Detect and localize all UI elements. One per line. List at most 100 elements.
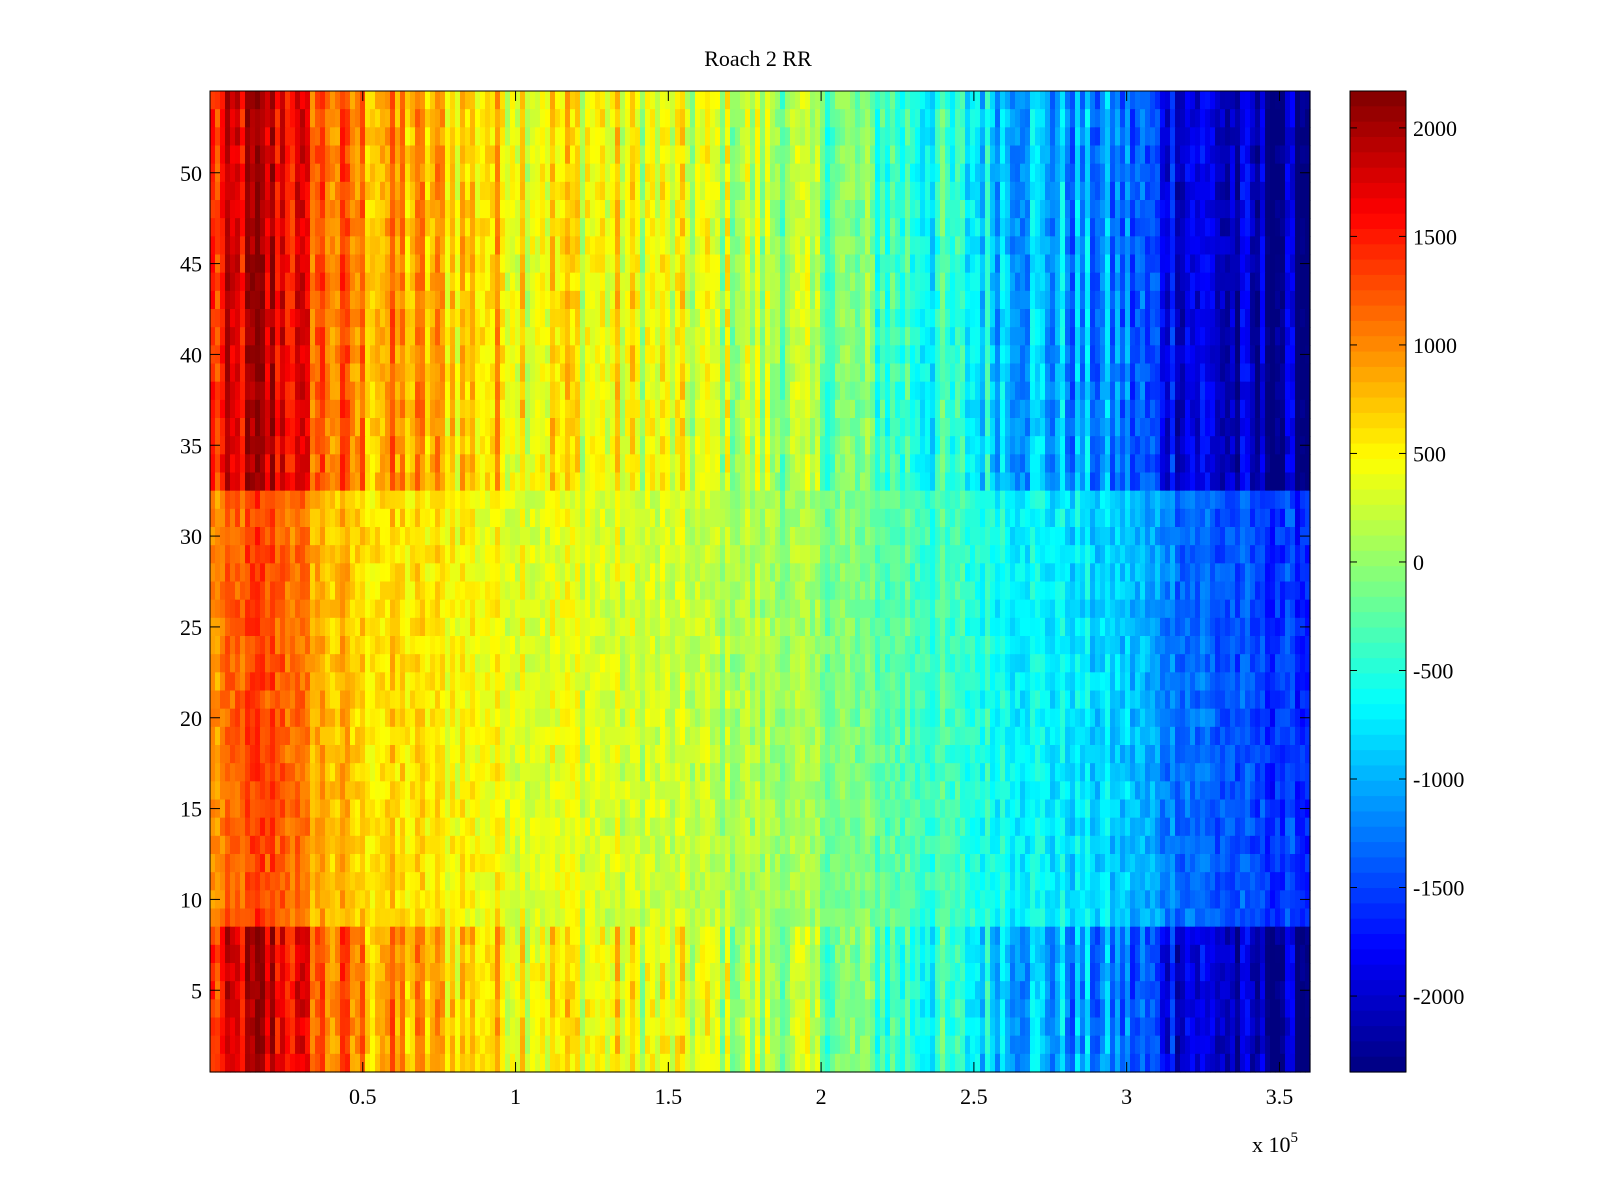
heatmap-cell [960, 490, 966, 510]
heatmap-cell [575, 218, 581, 237]
heatmap-cell [425, 345, 431, 365]
heatmap-cell [445, 472, 451, 492]
heatmap-cell [300, 472, 306, 492]
heatmap-cell [1190, 91, 1196, 110]
heatmap-cell [210, 145, 216, 165]
heatmap-cell [600, 454, 606, 474]
heatmap-cell [695, 272, 701, 292]
heatmap-cell [820, 345, 826, 365]
heatmap-cell [645, 363, 651, 383]
heatmap-cell [770, 490, 776, 510]
heatmap-cell [665, 363, 671, 383]
heatmap-cell [405, 181, 411, 201]
heatmap-cell [845, 363, 851, 383]
heatmap-cell [1145, 363, 1151, 383]
heatmap-cell [1135, 472, 1141, 492]
heatmap-cell [1005, 399, 1011, 419]
heatmap-cell [650, 418, 656, 437]
heatmap-cell [625, 290, 631, 310]
heatmap-cell [1110, 363, 1116, 383]
heatmap-cell [620, 236, 626, 256]
heatmap-cell [450, 145, 456, 165]
heatmap-cell [850, 290, 856, 310]
heatmap-cell [1270, 163, 1276, 183]
heatmap-cell [1250, 127, 1256, 147]
heatmap-cell [925, 200, 931, 219]
heatmap-cell [1240, 218, 1246, 237]
heatmap-cell [945, 418, 951, 437]
heatmap-cell [880, 363, 886, 383]
heatmap-cell [765, 345, 771, 365]
heatmap-cell [695, 490, 701, 510]
heatmap-cell [670, 272, 676, 292]
heatmap-cell [595, 454, 601, 474]
heatmap-cell [990, 91, 996, 110]
heatmap-cell [665, 472, 671, 492]
heatmap-cell [850, 490, 856, 510]
heatmap-cell [800, 290, 806, 310]
heatmap-cell [660, 163, 666, 183]
heatmap-cell [1040, 109, 1046, 128]
heatmap-cell [575, 290, 581, 310]
heatmap-cell [920, 399, 926, 419]
heatmap-cell [1155, 181, 1161, 201]
heatmap-cell [1280, 218, 1286, 237]
heatmap-cell [325, 254, 331, 274]
heatmap-cell [860, 145, 866, 165]
heatmap-cell [440, 327, 446, 346]
heatmap-cell [1220, 272, 1226, 292]
heatmap-cell [1135, 109, 1141, 128]
heatmap-cell [375, 490, 381, 510]
heatmap-cell [215, 327, 221, 346]
heatmap-cell [305, 309, 311, 328]
heatmap-cell [1000, 381, 1006, 401]
heatmap-cell [680, 436, 686, 455]
heatmap-cell [1170, 399, 1176, 419]
heatmap-cell [260, 290, 266, 310]
heatmap-cell [1030, 381, 1036, 401]
heatmap-cell [890, 490, 896, 510]
heatmap-cell [1290, 381, 1296, 401]
heatmap-cell [975, 218, 981, 237]
heatmap-cell [1195, 163, 1201, 183]
heatmap-cell [720, 472, 726, 492]
heatmap-cell [885, 472, 891, 492]
heatmap-cell [1110, 127, 1116, 147]
heatmap-cell [1090, 236, 1096, 256]
heatmap-cell [990, 181, 996, 201]
heatmap-cell [350, 236, 356, 256]
heatmap-cell [940, 145, 946, 165]
heatmap-cell [745, 454, 751, 474]
heatmap-cell [1280, 290, 1286, 310]
heatmap-cell [445, 290, 451, 310]
heatmap-cell [750, 218, 756, 237]
heatmap-cell [1195, 345, 1201, 365]
heatmap-cell [490, 109, 496, 128]
heatmap-cell [1260, 127, 1266, 147]
heatmap-cell [1245, 399, 1251, 419]
heatmap-cell [255, 327, 261, 346]
heatmap-cell [1220, 327, 1226, 346]
heatmap-cell [1215, 436, 1221, 455]
heatmap-cell [305, 200, 311, 219]
heatmap-cell [220, 236, 226, 256]
heatmap-cell [470, 345, 476, 365]
heatmap-cell [845, 254, 851, 274]
heatmap-cell [1185, 472, 1191, 492]
heatmap-cell [980, 290, 986, 310]
heatmap-cell [620, 272, 626, 292]
heatmap-cell [490, 200, 496, 219]
heatmap-cell [290, 218, 296, 237]
heatmap-cell [555, 399, 561, 419]
heatmap-cell [245, 163, 251, 183]
heatmap-cell [660, 290, 666, 310]
heatmap-cell [920, 472, 926, 492]
heatmap-cell [385, 127, 391, 147]
heatmap-cell [1090, 309, 1096, 328]
heatmap-cell [900, 472, 906, 492]
heatmap-cell [775, 327, 781, 346]
heatmap-cell [745, 109, 751, 128]
heatmap-cell [1275, 363, 1281, 383]
heatmap-cell [410, 200, 416, 219]
heatmap-cell [1165, 236, 1171, 256]
